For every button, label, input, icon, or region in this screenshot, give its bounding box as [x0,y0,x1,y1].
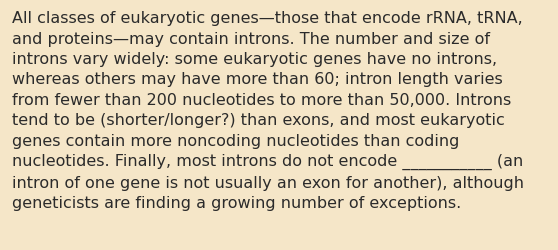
Text: All classes of eukaryotic genes—those that encode rRNA, tRNA,
and proteins—may c: All classes of eukaryotic genes—those th… [12,11,525,210]
